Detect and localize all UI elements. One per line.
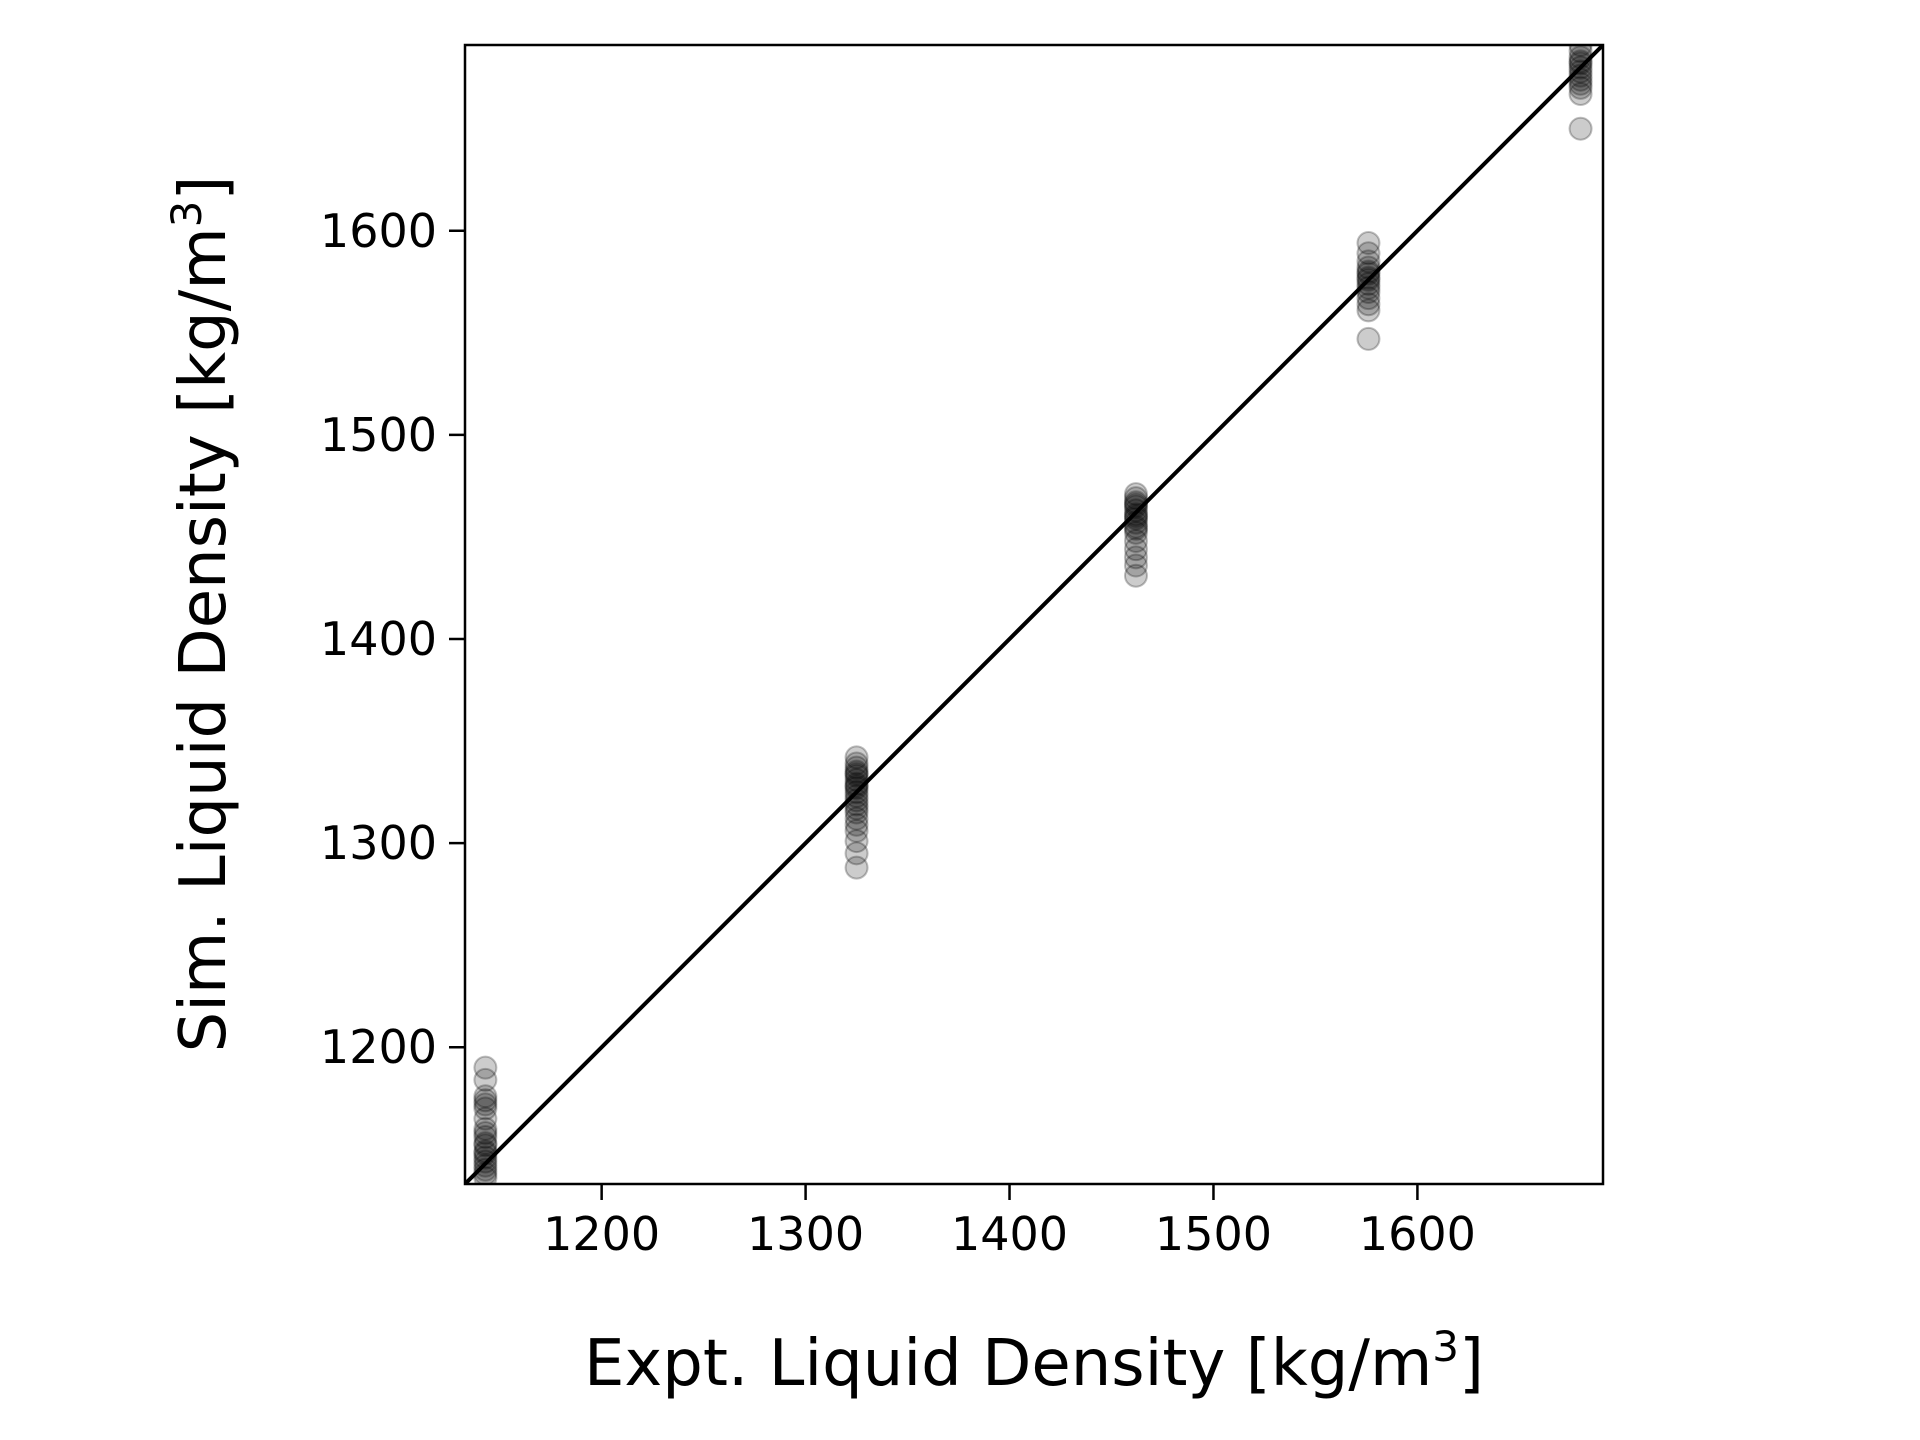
data-point xyxy=(844,788,869,813)
data-point xyxy=(473,1088,498,1113)
data-point xyxy=(844,818,869,843)
data-point xyxy=(1568,45,1593,57)
data-point xyxy=(844,855,869,880)
data-point xyxy=(1123,504,1148,529)
data-point xyxy=(844,829,869,854)
data-point xyxy=(473,1131,498,1156)
data-point xyxy=(473,1096,498,1121)
data-point xyxy=(1356,249,1381,274)
data-point xyxy=(1123,506,1148,531)
x-axis-ticks: 1200 1300 1400 1500 1600 xyxy=(543,1184,1476,1261)
data-point xyxy=(844,841,869,866)
data-point xyxy=(473,1055,498,1080)
data-point xyxy=(1568,116,1593,141)
x-axis-label: Expt. Liquid Density [kg/m3] xyxy=(584,1322,1484,1401)
data-point xyxy=(844,751,869,776)
x-tick-label: 1600 xyxy=(1359,1207,1476,1261)
data-point xyxy=(844,812,869,837)
x-tick-label: 1300 xyxy=(747,1207,864,1261)
data-point xyxy=(1356,241,1381,266)
data-point xyxy=(1568,51,1593,76)
y-tick-label: 1300 xyxy=(320,816,437,870)
y-tick-label: 1200 xyxy=(320,1020,437,1074)
reference-line xyxy=(465,45,1603,1184)
data-point xyxy=(1568,45,1593,64)
data-point xyxy=(473,1120,498,1145)
data-point xyxy=(1356,230,1381,255)
data-point xyxy=(1123,563,1148,588)
plot-frame xyxy=(463,43,1605,1186)
data-point xyxy=(1123,492,1148,517)
y-axis-label: Sim. Liquid Density [kg/m3] xyxy=(162,176,241,1053)
data-point xyxy=(473,1145,498,1170)
y-axis-ticks: 1200 1300 1400 1500 1600 xyxy=(320,204,465,1074)
data-point xyxy=(844,761,869,786)
data-point xyxy=(1568,49,1593,74)
data-point xyxy=(844,796,869,821)
data-point xyxy=(1568,75,1593,100)
data-point xyxy=(1123,529,1148,554)
data-point xyxy=(1356,298,1381,323)
data-point xyxy=(473,1067,498,1092)
data-point xyxy=(1356,259,1381,284)
data-point xyxy=(1568,63,1593,88)
data-point xyxy=(1356,271,1381,296)
data-point xyxy=(1123,514,1148,539)
data-point xyxy=(473,1106,498,1131)
data-point xyxy=(1123,482,1148,507)
data-point xyxy=(844,759,869,784)
data-point xyxy=(1356,292,1381,317)
x-tick-label: 1200 xyxy=(543,1207,660,1261)
data-point xyxy=(1123,537,1148,562)
reference-line-layer xyxy=(465,45,1603,1184)
y-tick-label: 1600 xyxy=(320,204,437,258)
data-point xyxy=(844,776,869,801)
data-point xyxy=(844,745,869,770)
data-point xyxy=(1123,486,1148,511)
data-point xyxy=(1123,545,1148,570)
data-point xyxy=(1356,286,1381,311)
data-point xyxy=(1123,553,1148,578)
data-point xyxy=(473,1084,498,1109)
data-point xyxy=(844,773,869,798)
data-point xyxy=(844,784,869,809)
data-point xyxy=(1123,520,1148,545)
data-point xyxy=(844,800,869,825)
data-point xyxy=(1568,81,1593,106)
data-point xyxy=(473,1133,498,1158)
data-point xyxy=(844,806,869,831)
data-point xyxy=(1123,516,1148,541)
data-point xyxy=(1356,326,1381,351)
data-point xyxy=(473,1092,498,1117)
data-point xyxy=(844,771,869,796)
x-tick-label: 1400 xyxy=(951,1207,1068,1261)
data-point xyxy=(844,763,869,788)
data-point xyxy=(1123,494,1148,519)
data-point xyxy=(1356,275,1381,300)
data-point xyxy=(1356,261,1381,286)
data-point xyxy=(473,1125,498,1150)
y-tick-label: 1500 xyxy=(320,408,437,462)
y-tick-label: 1400 xyxy=(320,612,437,666)
x-tick-label: 1500 xyxy=(1155,1207,1272,1261)
data-point xyxy=(844,755,869,780)
data-point xyxy=(1568,59,1593,84)
data-point xyxy=(473,1116,498,1141)
data-point xyxy=(1568,71,1593,96)
data-point xyxy=(473,1157,498,1182)
